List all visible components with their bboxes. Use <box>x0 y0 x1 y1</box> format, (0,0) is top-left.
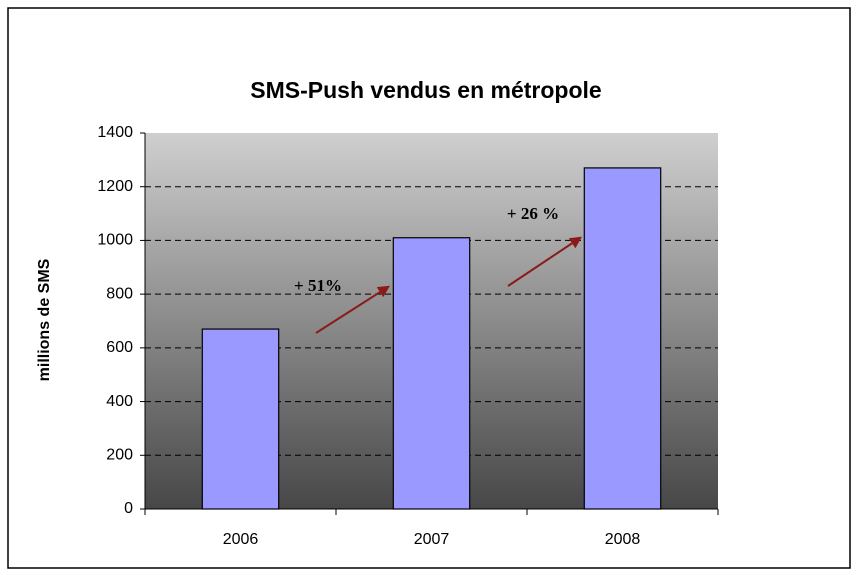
y-tick-label: 1200 <box>97 178 133 195</box>
bar <box>392 237 471 510</box>
y-tick-label: 0 <box>124 500 133 517</box>
bar <box>201 328 280 510</box>
y-tick-label: 800 <box>106 285 133 302</box>
y-tick-label: 400 <box>106 393 133 410</box>
annotation-arrow <box>507 236 582 287</box>
x-tick-label: 2006 <box>223 531 259 548</box>
bar <box>583 167 662 510</box>
annotation: + 51% <box>294 276 342 295</box>
y-tick-label: 1400 <box>97 124 133 141</box>
x-tick-label: 2007 <box>414 531 450 548</box>
x-tick-label: 2008 <box>605 531 641 548</box>
y-axis-label: millions de SMS <box>36 258 53 381</box>
y-tick-label: 600 <box>106 339 133 356</box>
y-tick-label: 200 <box>106 447 133 464</box>
y-tick-label: 1000 <box>97 232 133 249</box>
annotation: + 26 % <box>507 204 559 223</box>
chart-title: SMS-Push vendus en métropole <box>250 77 601 103</box>
annotation-arrow <box>315 285 391 334</box>
